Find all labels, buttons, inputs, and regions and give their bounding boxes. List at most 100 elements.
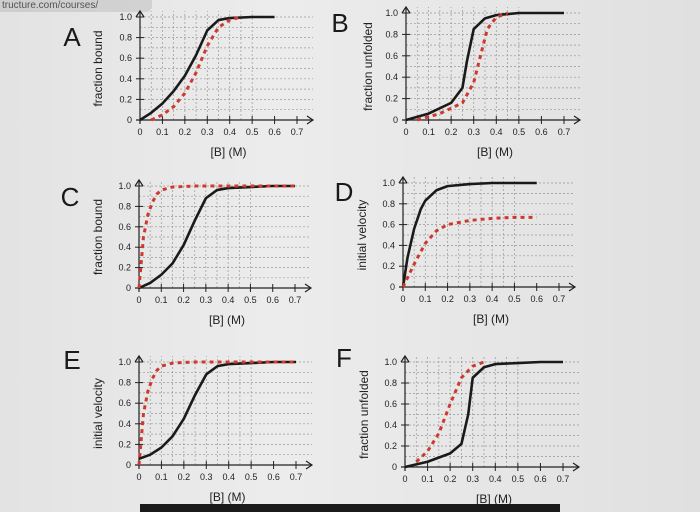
x-tick-label: 0.2 xyxy=(441,294,454,304)
x-tick-label: 0.4 xyxy=(223,127,236,137)
panel-letter: F xyxy=(336,343,352,373)
axes-e xyxy=(134,354,314,470)
y-tick-label: 1.0 xyxy=(384,357,397,367)
y-tick-label: 0.8 xyxy=(382,199,395,209)
dashed-series-line xyxy=(137,360,296,466)
axes-b xyxy=(401,5,582,125)
x-tick-label: 0.5 xyxy=(512,474,525,484)
panel-c: 0 0.1 0.2 0.3 0.4 0.5 0.6 0.7 0 0.2 0.4 0.6 0.8 1.0 [B… xyxy=(61,178,313,327)
x-axis-arrow xyxy=(573,115,582,125)
x-tick-label: 0.4 xyxy=(490,127,503,137)
x-tick-label: 0.6 xyxy=(530,294,543,304)
y-axis-label: initial velocity xyxy=(91,378,105,449)
x-axis-label: [B] (M) xyxy=(476,492,512,506)
x-tick-label: 0 xyxy=(400,294,405,304)
y-tick-label: 0.6 xyxy=(384,399,397,409)
y-tick-label: 0 xyxy=(127,115,132,125)
y-tick-label: 0 xyxy=(390,282,395,292)
y-tick-label: 0.4 xyxy=(119,74,132,84)
x-tick-label: 0.6 xyxy=(266,295,279,305)
solid-series-line xyxy=(401,181,537,288)
grid-d xyxy=(403,177,575,287)
y-tick-label: 0 xyxy=(393,115,398,125)
panel-letter: A xyxy=(63,22,81,52)
x-tick-label: 0.4 xyxy=(222,472,235,482)
y-axis-label: fraction bound xyxy=(91,199,105,275)
x-tick-label: 0.1 xyxy=(421,474,434,484)
y-tick-label: 0 xyxy=(392,462,397,472)
screen-bezel-bar xyxy=(140,504,560,512)
x-tick-label: 0.3 xyxy=(464,294,477,304)
x-tick-label: 0.2 xyxy=(177,295,190,305)
y-tick-label: 0.4 xyxy=(382,240,395,250)
x-tick-label: 0.6 xyxy=(534,474,547,484)
y-tick-label: 0.8 xyxy=(118,378,131,388)
x-tick-label: 0.2 xyxy=(178,472,191,482)
x-tick-label: 0.5 xyxy=(244,295,257,305)
x-tick-label: 0 xyxy=(136,472,141,482)
y-axis-label: fraction bound xyxy=(91,30,105,106)
y-tick-label: 0.8 xyxy=(118,201,131,211)
y-tick-label: 0.2 xyxy=(118,263,131,273)
x-tick-label: 0.1 xyxy=(156,127,169,137)
x-tick-label: 0.6 xyxy=(535,127,548,137)
panel-letter: C xyxy=(61,182,80,212)
x-tick-label: 0.5 xyxy=(246,127,259,137)
x-tick-label: 0.3 xyxy=(466,474,479,484)
x-tick-label: 0.3 xyxy=(200,295,213,305)
grid-f xyxy=(405,356,579,467)
y-axis-arrow xyxy=(400,354,410,363)
solid-series-line xyxy=(404,360,563,469)
y-axis-label: initial velocity xyxy=(355,200,369,271)
x-tick-label: 0 xyxy=(402,474,407,484)
x-tick-label: 0.4 xyxy=(489,474,502,484)
x-axis-arrow xyxy=(572,462,581,472)
dashed-series-line xyxy=(416,11,509,122)
x-axis-label: [B] (M) xyxy=(473,312,509,326)
y-tick-label: 0.8 xyxy=(119,33,132,43)
grid-a xyxy=(140,11,313,120)
panel-letter: E xyxy=(63,345,80,375)
x-tick-label: 0 xyxy=(137,127,142,137)
x-tick-label: 0.1 xyxy=(155,295,168,305)
grid-c xyxy=(139,180,311,288)
y-tick-label: 1.0 xyxy=(385,8,398,18)
y-axis-arrow xyxy=(398,175,408,184)
axes-f xyxy=(400,354,581,472)
x-axis-arrow xyxy=(305,460,314,470)
dashed-series-line xyxy=(137,184,295,289)
panel-d: 0 0.1 0.2 0.3 0.4 0.5 0.6 0.7 0 0.2 0.4 0.6 0.8 1.0 [B… xyxy=(335,175,577,326)
x-tick-label: 0.7 xyxy=(553,294,566,304)
x-axis-label: [B] (M) xyxy=(477,145,513,159)
x-tick-label: 0 xyxy=(136,295,141,305)
y-tick-label: 0.6 xyxy=(382,220,395,230)
dashed-series-line xyxy=(150,15,242,122)
panel-b: 0 0.1 0.2 0.3 0.4 0.5 0.6 0.7 0 0.2 0.4 0.6 0.8 1.0 [B… xyxy=(331,5,582,159)
y-tick-label: 1.0 xyxy=(118,181,131,191)
y-tick-label: 0.8 xyxy=(385,29,398,39)
panel-f: 0 0.1 0.2 0.3 0.4 0.5 0.6 0.7 0 0.2 0.4 0.6 0.8 1.0 [B… xyxy=(336,343,581,506)
y-axis-arrow xyxy=(135,9,145,18)
y-axis-arrow xyxy=(134,178,144,187)
x-tick-label: 0.2 xyxy=(179,127,192,137)
x-tick-label: 0.2 xyxy=(444,474,457,484)
y-tick-label: 0.2 xyxy=(385,94,398,104)
y-axis-label: fraction unfolded xyxy=(361,22,375,111)
y-tick-label: 0.6 xyxy=(385,51,398,61)
x-tick-label: 0 xyxy=(403,127,408,137)
y-tick-label: 0.4 xyxy=(385,72,398,82)
y-tick-label: 0.6 xyxy=(118,398,131,408)
y-tick-label: 1.0 xyxy=(118,357,131,367)
panel-a: 0 0.1 0.2 0.3 0.4 0.5 0.6 0.7 0 0.2 0.4 0.6 0.8 1.0 [B… xyxy=(63,9,315,159)
browser-url-fragment: tructure.com/courses/ xyxy=(0,0,152,12)
grid-e xyxy=(139,356,312,465)
y-axis-label: fraction unfolded xyxy=(357,370,371,459)
y-axis-arrow xyxy=(401,5,411,14)
x-tick-label: 0.1 xyxy=(419,294,432,304)
y-tick-label: 0.2 xyxy=(384,441,397,451)
dashed-series-line xyxy=(415,360,485,463)
x-tick-label: 0.5 xyxy=(513,127,526,137)
x-tick-label: 0.6 xyxy=(267,472,280,482)
x-axis-arrow xyxy=(568,282,577,292)
axes-d xyxy=(398,175,577,292)
